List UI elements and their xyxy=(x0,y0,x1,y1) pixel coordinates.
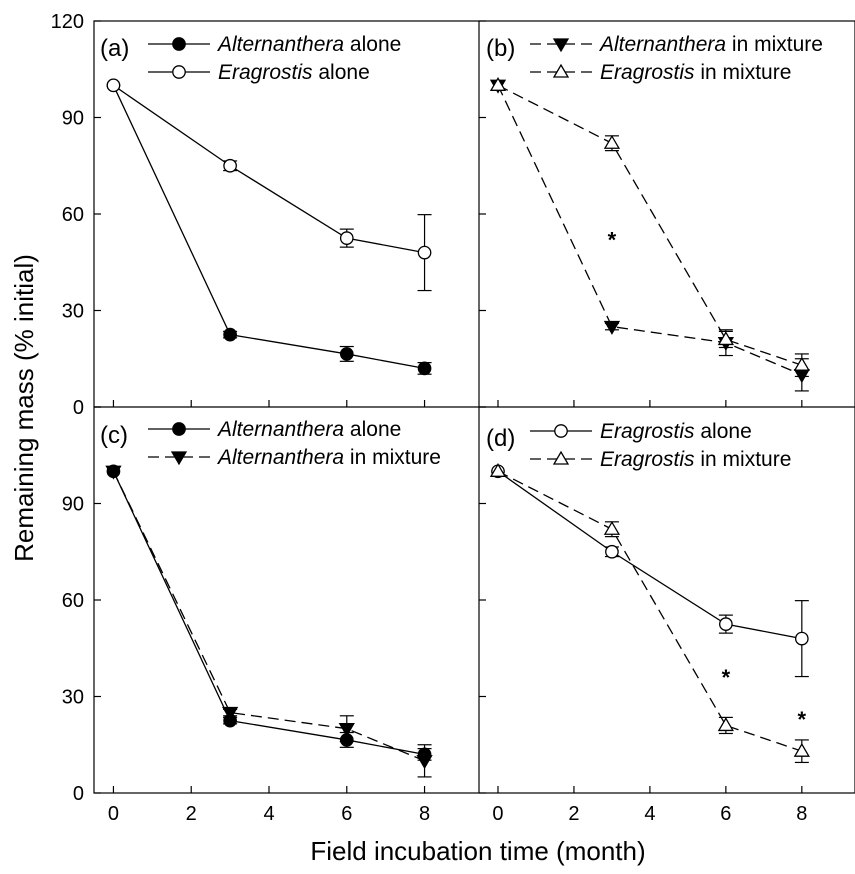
series-line-1 xyxy=(112,471,425,762)
y-tick-label: 90 xyxy=(62,108,84,130)
data-point xyxy=(339,347,354,361)
x-tick-label: 2 xyxy=(568,803,579,825)
legend-label-treatment: in mixture xyxy=(695,61,792,84)
legend-label: Alternanthera alone xyxy=(216,418,401,441)
legend-marker xyxy=(172,37,186,51)
legend-label-treatment: alone xyxy=(695,420,752,443)
series-line-0 xyxy=(112,85,425,370)
legend-marker xyxy=(552,450,570,465)
y-tick-label: 90 xyxy=(62,494,84,516)
data-point xyxy=(793,356,810,371)
significance-star: * xyxy=(722,665,731,690)
y-tick-label: 60 xyxy=(62,204,84,226)
data-point xyxy=(338,723,355,737)
panel-label: (a) xyxy=(100,35,129,62)
legend-label-species: Alternanthera xyxy=(216,418,344,441)
panel-label: (d) xyxy=(486,425,515,452)
legend-marker xyxy=(172,422,186,436)
y-axis-title: Remaining mass (% initial) xyxy=(9,254,39,562)
data-point xyxy=(603,134,621,149)
legend-marker xyxy=(552,63,570,78)
y-tick-label: 60 xyxy=(62,590,84,612)
y-tick-label: 30 xyxy=(62,687,84,709)
series-line-1 xyxy=(113,84,425,254)
y-tick-label: 0 xyxy=(73,783,84,805)
panel-label: (c) xyxy=(100,422,128,449)
series-line-0 xyxy=(497,85,803,376)
x-tick-label: 0 xyxy=(492,803,503,825)
series-line-1 xyxy=(497,84,803,366)
data-point xyxy=(417,245,432,260)
significance-star: * xyxy=(608,228,617,253)
data-point xyxy=(489,77,507,91)
x-tick-label: 4 xyxy=(263,803,274,825)
legend-label-species: Eragrostis xyxy=(600,420,695,443)
legend-label: Eragrostis alone xyxy=(218,61,370,84)
data-point xyxy=(717,331,735,346)
legend-label: Alternanthera in mixture xyxy=(598,33,823,56)
y-tick-label: 30 xyxy=(62,301,84,323)
data-point xyxy=(794,631,809,646)
legend-label-species: Eragrostis xyxy=(600,448,695,471)
y-tick-label: 120 xyxy=(51,11,84,33)
legend-label-treatment: alone xyxy=(313,61,370,84)
x-tick-label: 8 xyxy=(796,803,807,825)
data-point xyxy=(719,617,733,631)
legend-label: Eragrostis in mixture xyxy=(600,61,791,84)
data-point xyxy=(603,320,621,335)
legend-label: Eragrostis alone xyxy=(600,420,752,443)
legend-label-species: Alternanthera xyxy=(598,33,726,56)
legend-label-species: Alternanthera xyxy=(216,446,344,469)
legend-label-species: Alternanthera xyxy=(216,33,344,56)
legend-marker xyxy=(552,38,570,53)
data-point xyxy=(417,361,432,376)
data-point xyxy=(106,78,121,93)
legend-label-treatment: in mixture xyxy=(344,446,441,469)
data-point xyxy=(416,755,433,770)
legend-label: Alternanthera in mixture xyxy=(216,446,441,469)
y-tick-label: 0 xyxy=(73,397,84,419)
x-axis-title: Field incubation time (month) xyxy=(310,836,645,866)
data-point xyxy=(223,158,237,173)
legend-label-species: Eragrostis xyxy=(218,61,313,84)
x-tick-label: 6 xyxy=(341,803,352,825)
data-point xyxy=(489,463,507,477)
x-tick-label: 6 xyxy=(720,803,731,825)
legend-label: Alternanthera alone xyxy=(216,33,401,56)
series-line-1 xyxy=(497,470,803,752)
x-tick-label: 4 xyxy=(644,803,655,825)
data-point xyxy=(605,544,619,559)
data-point xyxy=(339,231,354,245)
legend-marker xyxy=(554,424,568,438)
x-tick-label: 0 xyxy=(108,803,119,825)
legend-marker xyxy=(172,65,186,79)
legend-marker xyxy=(170,451,188,466)
x-tick-label: 2 xyxy=(186,803,197,825)
legend-label-treatment: alone xyxy=(344,33,401,56)
data-point xyxy=(793,742,810,757)
legend-label-treatment: alone xyxy=(344,418,401,441)
legend-label-treatment: in mixture xyxy=(695,448,792,471)
significance-star: * xyxy=(798,707,807,732)
data-point xyxy=(603,520,621,535)
legend-label: Eragrostis in mixture xyxy=(600,448,791,471)
data-point xyxy=(221,706,239,721)
x-tick-label: 8 xyxy=(419,803,430,825)
data-point xyxy=(717,717,735,732)
legend-label-species: Eragrostis xyxy=(600,61,695,84)
data-point xyxy=(223,327,237,342)
legend-label-treatment: in mixture xyxy=(726,33,823,56)
series-line-0 xyxy=(112,471,425,756)
data-point xyxy=(105,465,122,480)
panel-label: (b) xyxy=(486,35,515,62)
series-line-0 xyxy=(497,470,802,640)
